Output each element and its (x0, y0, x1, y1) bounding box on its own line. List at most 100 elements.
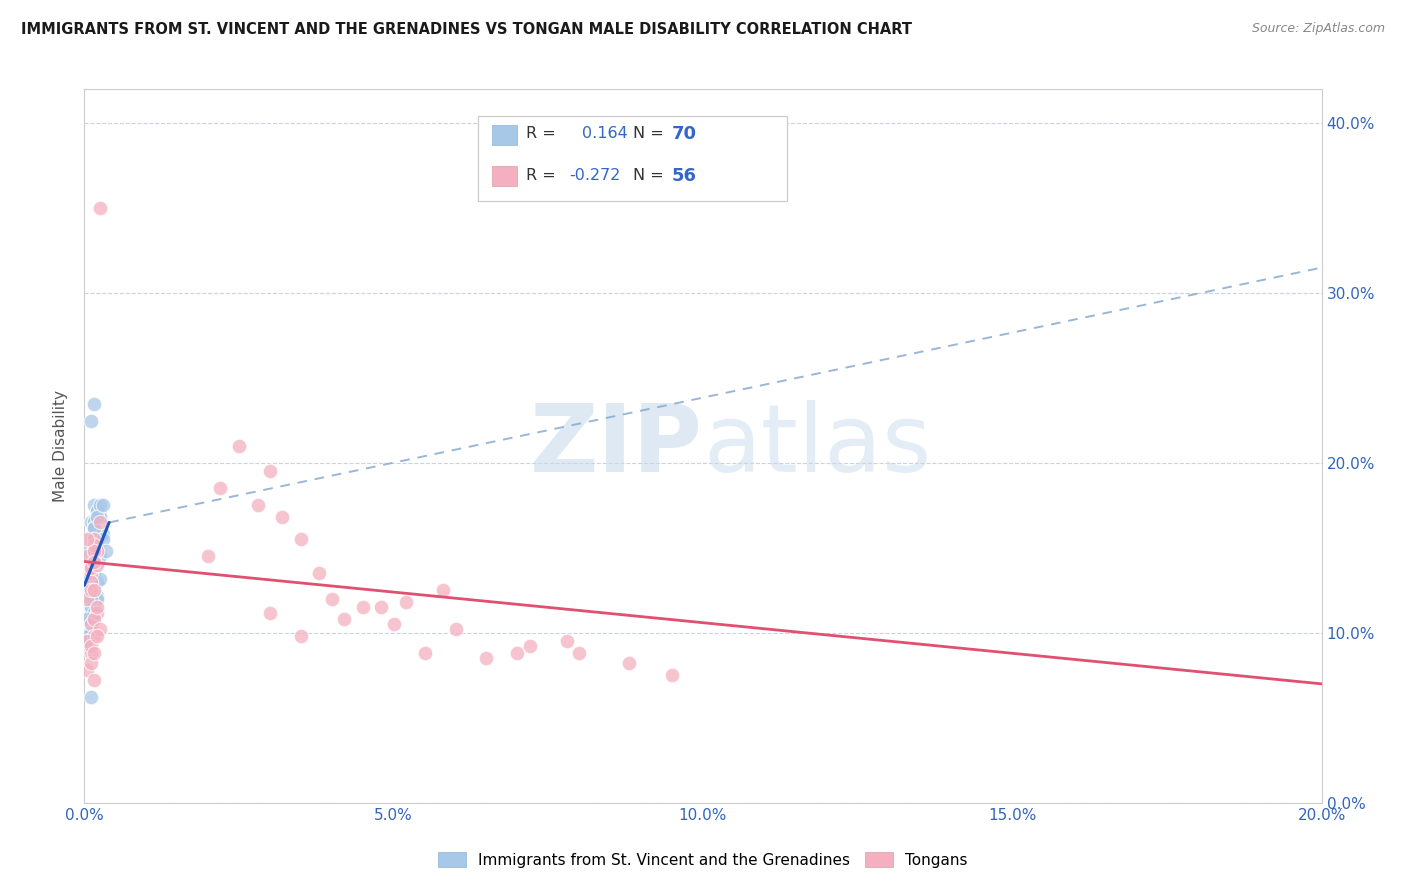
Text: R =: R = (526, 169, 561, 183)
Point (519, 640, 541, 654)
Point (86, 629, 108, 643)
Point (197, 549, 219, 564)
Text: 70: 70 (672, 125, 697, 143)
Point (79, 600, 101, 615)
Point (259, 465, 281, 479)
Point (83, 583, 105, 598)
Point (76, 612, 98, 626)
Point (79, 617, 101, 632)
Point (568, 646, 591, 660)
Point (83, 537, 105, 551)
Point (76, 634, 98, 648)
Point (76, 591, 98, 606)
Point (76, 663, 98, 677)
Point (555, 634, 578, 648)
Point (661, 668, 683, 682)
Point (259, 606, 281, 620)
Point (79, 574, 101, 589)
Point (83, 608, 105, 623)
Point (83, 549, 105, 564)
Point (86, 541, 108, 555)
Point (89, 201, 111, 215)
Point (79, 612, 101, 626)
Point (79, 657, 101, 671)
Point (83, 520, 105, 534)
Point (76, 612, 98, 626)
Point (79, 690, 101, 705)
Point (79, 595, 101, 609)
Point (308, 566, 330, 581)
Point (89, 499, 111, 513)
Point (86, 591, 108, 606)
Point (83, 583, 105, 598)
Point (89, 510, 111, 524)
Point (83, 533, 105, 547)
Point (79, 561, 101, 575)
Point (83, 396, 105, 410)
Point (76, 629, 98, 643)
Text: atlas: atlas (703, 400, 931, 492)
Point (83, 646, 105, 660)
Point (79, 646, 101, 660)
Point (83, 566, 105, 581)
Point (352, 600, 374, 615)
Point (86, 510, 108, 524)
Point (76, 634, 98, 648)
Point (86, 533, 108, 547)
Point (76, 583, 98, 598)
Point (86, 606, 108, 620)
Point (79, 561, 101, 575)
Point (413, 646, 436, 660)
Point (83, 629, 105, 643)
Point (475, 651, 498, 665)
Text: 0.164: 0.164 (582, 127, 628, 141)
Point (86, 555, 108, 569)
Point (76, 629, 98, 643)
Point (94, 544, 117, 558)
Point (91, 533, 114, 547)
Point (83, 555, 105, 569)
Point (290, 629, 312, 643)
Y-axis label: Male Disability: Male Disability (53, 390, 69, 502)
Point (89, 623, 111, 637)
Point (83, 533, 105, 547)
Point (89, 516, 111, 530)
Point (76, 634, 98, 648)
Point (382, 617, 405, 632)
Point (79, 516, 101, 530)
Point (86, 600, 108, 615)
Text: ZIP: ZIP (530, 400, 703, 492)
Point (91, 527, 114, 541)
Point (79, 413, 101, 427)
Text: 56: 56 (672, 167, 697, 185)
Point (89, 572, 111, 586)
Point (617, 657, 640, 671)
Point (444, 623, 467, 637)
Point (79, 574, 101, 589)
Point (86, 544, 108, 558)
Text: N =: N = (633, 127, 669, 141)
Point (83, 600, 105, 615)
Point (83, 544, 105, 558)
Text: R =: R = (526, 127, 565, 141)
Point (228, 439, 250, 453)
Point (79, 578, 101, 592)
Point (83, 549, 105, 564)
Point (79, 566, 101, 581)
Point (79, 591, 101, 606)
Point (79, 591, 101, 606)
Point (432, 583, 454, 598)
Point (91, 499, 114, 513)
Point (76, 640, 98, 654)
Point (79, 623, 101, 637)
Point (83, 524, 105, 538)
Point (321, 591, 343, 606)
Point (89, 549, 111, 564)
Legend: Immigrants from St. Vincent and the Grenadines, Tongans: Immigrants from St. Vincent and the Gren… (432, 846, 974, 873)
Point (76, 549, 98, 564)
Point (79, 640, 101, 654)
Point (76, 566, 98, 581)
Point (83, 673, 105, 688)
Point (79, 600, 101, 615)
Text: -0.272: -0.272 (569, 169, 621, 183)
